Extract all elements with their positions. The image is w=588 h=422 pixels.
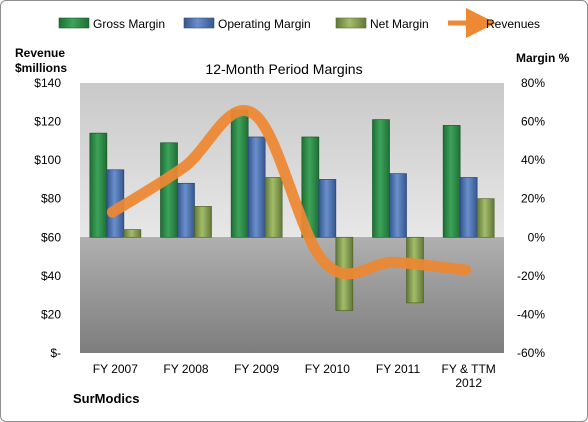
- left-tick-label: $120: [34, 115, 61, 129]
- plot-area-lower: [80, 237, 504, 353]
- plot-area-upper: [80, 83, 504, 237]
- left-axis-ticks: $- $20 $40 $60 $80 $100 $120 $140: [34, 76, 61, 360]
- bar-net-margin-fy-2007: [123, 229, 142, 238]
- right-tick-label: 40%: [521, 153, 545, 167]
- bar-operating-margin-fy-2008: [177, 182, 195, 238]
- bar-gross-margin-fy-2007: [89, 132, 108, 238]
- bar-gross-margin-fy-2008: [160, 142, 178, 238]
- right-tick-label: -60%: [517, 346, 545, 360]
- category-label-fy-2011: FY 2011: [376, 362, 421, 376]
- legend-label-revenues: Revenues: [486, 17, 540, 31]
- bar-operating-margin-fy-2009: [247, 136, 266, 238]
- bar-operating-margin-fy-ttm-2012: [459, 177, 478, 238]
- chart-title: 12-Month Period Margins: [205, 61, 362, 77]
- bar-net-margin-fy-ttm-2012: [476, 198, 495, 238]
- legend-swatch-operating-margin: [183, 17, 215, 29]
- left-axis-title-line-1: Revenue: [15, 46, 65, 60]
- left-tick-label: $-: [50, 346, 61, 360]
- category-label-fy-2007: FY 2007: [93, 362, 138, 376]
- category-label-fy-ttm-2012-line-2: 2012: [455, 376, 482, 390]
- left-tick-label: $40: [41, 269, 61, 283]
- legend-swatch-net-margin: [335, 17, 367, 29]
- left-tick-label: $100: [34, 153, 61, 167]
- bar-gross-margin-fy-2011: [372, 119, 390, 238]
- category-label-fy-2010: FY 2010: [305, 362, 350, 376]
- left-tick-label: $80: [41, 192, 61, 206]
- category-label-fy-2009: FY 2009: [234, 362, 279, 376]
- legend: Gross Margin Operating Margin Net Margin…: [58, 8, 540, 38]
- left-tick-label: $60: [41, 230, 61, 244]
- bar-net-margin-fy-2008: [194, 206, 212, 238]
- legend-swatch-gross-margin: [58, 17, 90, 29]
- right-tick-label: 60%: [521, 115, 545, 129]
- bar-operating-margin-fy-2010: [318, 179, 337, 238]
- right-axis-ticks: -60% -40% -20% 0% 20% 40% 60% 80%: [517, 76, 545, 360]
- bar-operating-margin-fy-2011: [389, 173, 407, 238]
- left-axis-title-line-2: $millions: [15, 61, 67, 75]
- company-label: SurModics: [73, 391, 139, 406]
- right-tick-label: -40%: [517, 307, 545, 321]
- legend-label-operating-margin: Operating Margin: [218, 17, 311, 31]
- left-tick-label: $20: [41, 307, 61, 321]
- right-axis-title: Margin %: [516, 51, 570, 65]
- category-labels: FY 2007 FY 2008 FY 2009 FY 2010 FY 2011 FY & …: [93, 362, 496, 390]
- right-tick-label: 80%: [521, 76, 545, 90]
- right-tick-label: -20%: [517, 269, 545, 283]
- left-tick-label: $140: [34, 76, 61, 90]
- bar-gross-margin-fy-ttm-2012: [442, 125, 461, 238]
- right-tick-label: 20%: [521, 192, 545, 206]
- right-tick-label: 0%: [528, 230, 546, 244]
- category-label-fy-2008: FY 2008: [163, 362, 208, 376]
- bar-net-margin-fy-2009: [264, 177, 283, 238]
- legend-label-net-margin: Net Margin: [370, 17, 429, 31]
- legend-label-gross-margin: Gross Margin: [93, 17, 165, 31]
- revenue-line-layer: [106, 105, 473, 280]
- bar-gross-margin-fy-2009: [230, 109, 249, 238]
- category-label-fy-ttm-2012: FY & TTM: [442, 362, 496, 376]
